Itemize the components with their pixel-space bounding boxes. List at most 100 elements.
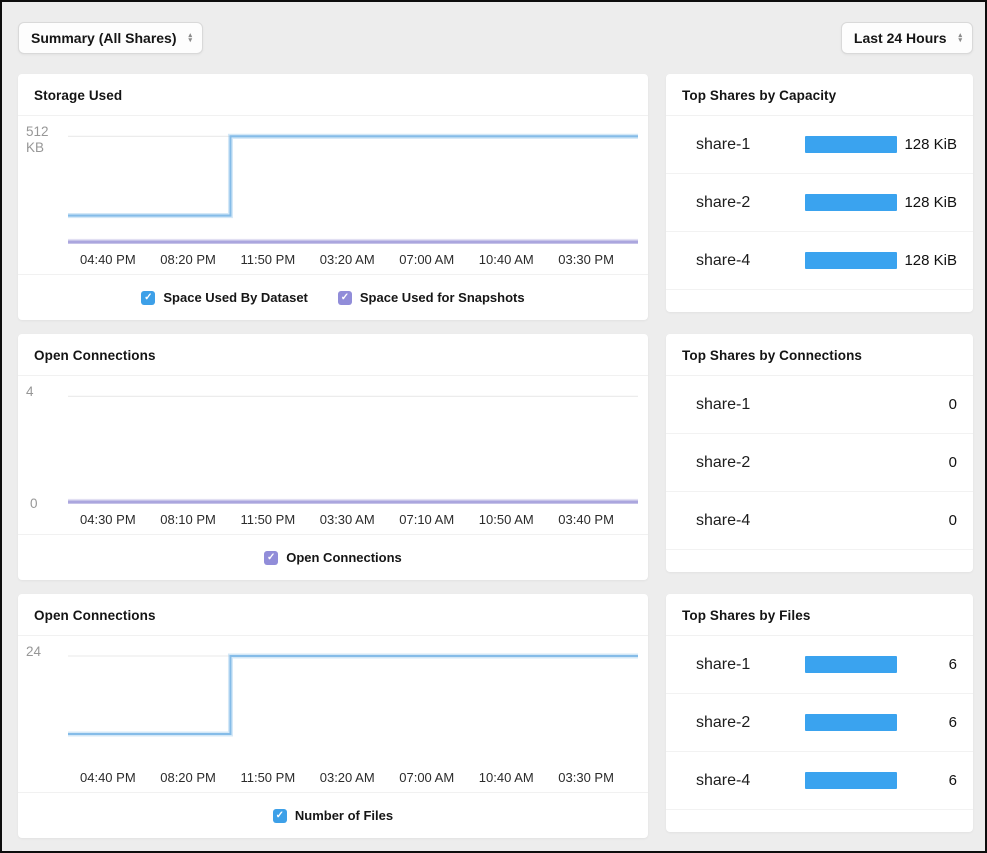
storage-used-chart-area: 512 KB bbox=[18, 116, 648, 244]
x-tick: 03:20 AM bbox=[320, 252, 375, 267]
legend-item-space-used-by-dataset[interactable]: ✓ Space Used By Dataset bbox=[141, 290, 308, 305]
share-row: share-2 0 bbox=[666, 434, 973, 492]
x-tick: 08:20 PM bbox=[160, 770, 216, 785]
card-title: Open Connections bbox=[18, 334, 648, 376]
card-title: Storage Used bbox=[18, 74, 648, 116]
x-tick: 08:20 PM bbox=[160, 252, 216, 267]
share-value: 128 KiB bbox=[897, 194, 973, 211]
x-tick: 03:20 AM bbox=[320, 770, 375, 785]
x-axis-ticks: 04:40 PM 08:20 PM 11:50 PM 03:20 AM 07:0… bbox=[18, 762, 648, 792]
share-selector-dropdown[interactable]: Summary (All Shares) ▴▾ bbox=[18, 22, 203, 54]
share-value: 0 bbox=[897, 512, 973, 529]
legend: ✓ Number of Files bbox=[18, 792, 648, 838]
open-connections-chart-area: 4 0 bbox=[18, 376, 648, 504]
x-tick: 07:00 AM bbox=[399, 770, 454, 785]
legend: ✓ Open Connections bbox=[18, 534, 648, 580]
checkbox-checked-icon: ✓ bbox=[338, 291, 352, 305]
share-name: share-2 bbox=[666, 194, 805, 212]
checkbox-checked-icon: ✓ bbox=[264, 551, 278, 565]
share-row: share-2 6 bbox=[666, 694, 973, 752]
x-tick: 07:00 AM bbox=[399, 252, 454, 267]
bar-column bbox=[805, 194, 897, 211]
share-name: share-4 bbox=[666, 512, 897, 530]
legend-item-open-connections[interactable]: ✓ Open Connections bbox=[264, 550, 402, 565]
open-connections-card: Open Connections 4 0 04:30 PM 08:10 PM 1… bbox=[18, 334, 648, 580]
x-tick: 04:40 PM bbox=[80, 252, 136, 267]
share-row: share-1 128 KiB bbox=[666, 116, 973, 174]
share-row: share-1 6 bbox=[666, 636, 973, 694]
capacity-bar bbox=[805, 252, 897, 269]
x-tick: 07:10 AM bbox=[399, 512, 454, 527]
checkbox-checked-icon: ✓ bbox=[141, 291, 155, 305]
x-axis-ticks: 04:40 PM 08:20 PM 11:50 PM 03:20 AM 07:0… bbox=[18, 244, 648, 274]
share-row: share-1 0 bbox=[666, 376, 973, 434]
x-tick: 04:40 PM bbox=[80, 770, 136, 785]
bar-column bbox=[805, 656, 897, 673]
x-tick: 08:10 PM bbox=[160, 512, 216, 527]
legend-label: Space Used By Dataset bbox=[163, 290, 308, 305]
share-value: 0 bbox=[897, 454, 973, 471]
x-tick: 10:40 AM bbox=[479, 770, 534, 785]
legend: ✓ Space Used By Dataset ✓ Space Used for… bbox=[18, 274, 648, 320]
unfold-more-icon: ▴▾ bbox=[189, 33, 193, 44]
y-axis-zero-label: 0 bbox=[30, 496, 38, 511]
bar-column bbox=[805, 772, 897, 789]
card-trail bbox=[666, 810, 973, 832]
legend-label: Space Used for Snapshots bbox=[360, 290, 525, 305]
y-axis-max-label: 24 bbox=[26, 644, 41, 660]
share-name: share-2 bbox=[666, 714, 805, 732]
plot-region bbox=[68, 116, 638, 244]
time-range-dropdown[interactable]: Last 24 Hours ▴▾ bbox=[841, 22, 973, 54]
x-tick: 03:30 AM bbox=[320, 512, 375, 527]
checkbox-checked-icon: ✓ bbox=[273, 809, 287, 823]
card-trail bbox=[666, 290, 973, 312]
x-axis-ticks: 04:30 PM 08:10 PM 11:50 PM 03:30 AM 07:1… bbox=[18, 504, 648, 534]
card-title: Open Connections bbox=[18, 594, 648, 636]
share-row: share-4 0 bbox=[666, 492, 973, 550]
card-title: Top Shares by Capacity bbox=[666, 74, 973, 116]
x-tick: 04:30 PM bbox=[80, 512, 136, 527]
share-value: 128 KiB bbox=[897, 136, 973, 153]
x-tick: 03:30 PM bbox=[558, 252, 614, 267]
time-range-label: Last 24 Hours bbox=[854, 30, 947, 46]
bar-column bbox=[805, 252, 897, 269]
share-name: share-4 bbox=[666, 772, 805, 790]
open-connections-chart bbox=[68, 376, 638, 504]
share-value: 128 KiB bbox=[897, 252, 973, 269]
x-tick: 03:40 PM bbox=[558, 512, 614, 527]
shares-dashboard: Summary (All Shares) ▴▾ Last 24 Hours ▴▾… bbox=[0, 0, 987, 853]
number-of-files-card: Open Connections 24 04:40 PM 08:20 PM 11… bbox=[18, 594, 648, 838]
share-name: share-1 bbox=[666, 396, 897, 414]
share-name: share-4 bbox=[666, 252, 805, 270]
top-shares-by-capacity-card: Top Shares by Capacity share-1 128 KiB s… bbox=[666, 74, 973, 312]
legend-item-number-of-files[interactable]: ✓ Number of Files bbox=[273, 808, 393, 823]
top-shares-by-connections-card: Top Shares by Connections share-1 0 shar… bbox=[666, 334, 973, 572]
dashboard-header: Summary (All Shares) ▴▾ Last 24 Hours ▴▾ bbox=[18, 22, 973, 54]
x-tick: 11:50 PM bbox=[240, 512, 295, 527]
share-name: share-2 bbox=[666, 454, 897, 472]
number-of-files-chart-area: 24 bbox=[18, 636, 648, 762]
files-bar bbox=[805, 772, 897, 789]
number-of-files-chart bbox=[68, 636, 638, 762]
share-row: share-4 128 KiB bbox=[666, 232, 973, 290]
x-tick: 10:50 AM bbox=[479, 512, 534, 527]
dashboard-grid: Storage Used 512 KB 04:40 PM 08:20 PM 11… bbox=[18, 74, 973, 838]
top-shares-by-files-card: Top Shares by Files share-1 6 share-2 6 … bbox=[666, 594, 973, 832]
legend-label: Open Connections bbox=[286, 550, 402, 565]
share-selector-label: Summary (All Shares) bbox=[31, 30, 177, 46]
capacity-bar bbox=[805, 194, 897, 211]
share-name: share-1 bbox=[666, 656, 805, 674]
x-tick: 11:50 PM bbox=[240, 252, 295, 267]
legend-label: Number of Files bbox=[295, 808, 393, 823]
share-row: share-4 6 bbox=[666, 752, 973, 810]
share-value: 6 bbox=[897, 714, 973, 731]
share-value: 6 bbox=[897, 656, 973, 673]
share-name: share-1 bbox=[666, 136, 805, 154]
share-value: 0 bbox=[897, 396, 973, 413]
files-bar bbox=[805, 656, 897, 673]
bar-column bbox=[805, 714, 897, 731]
legend-item-space-used-for-snapshots[interactable]: ✓ Space Used for Snapshots bbox=[338, 290, 525, 305]
x-tick: 10:40 AM bbox=[479, 252, 534, 267]
card-title: Top Shares by Files bbox=[666, 594, 973, 636]
files-bar bbox=[805, 714, 897, 731]
